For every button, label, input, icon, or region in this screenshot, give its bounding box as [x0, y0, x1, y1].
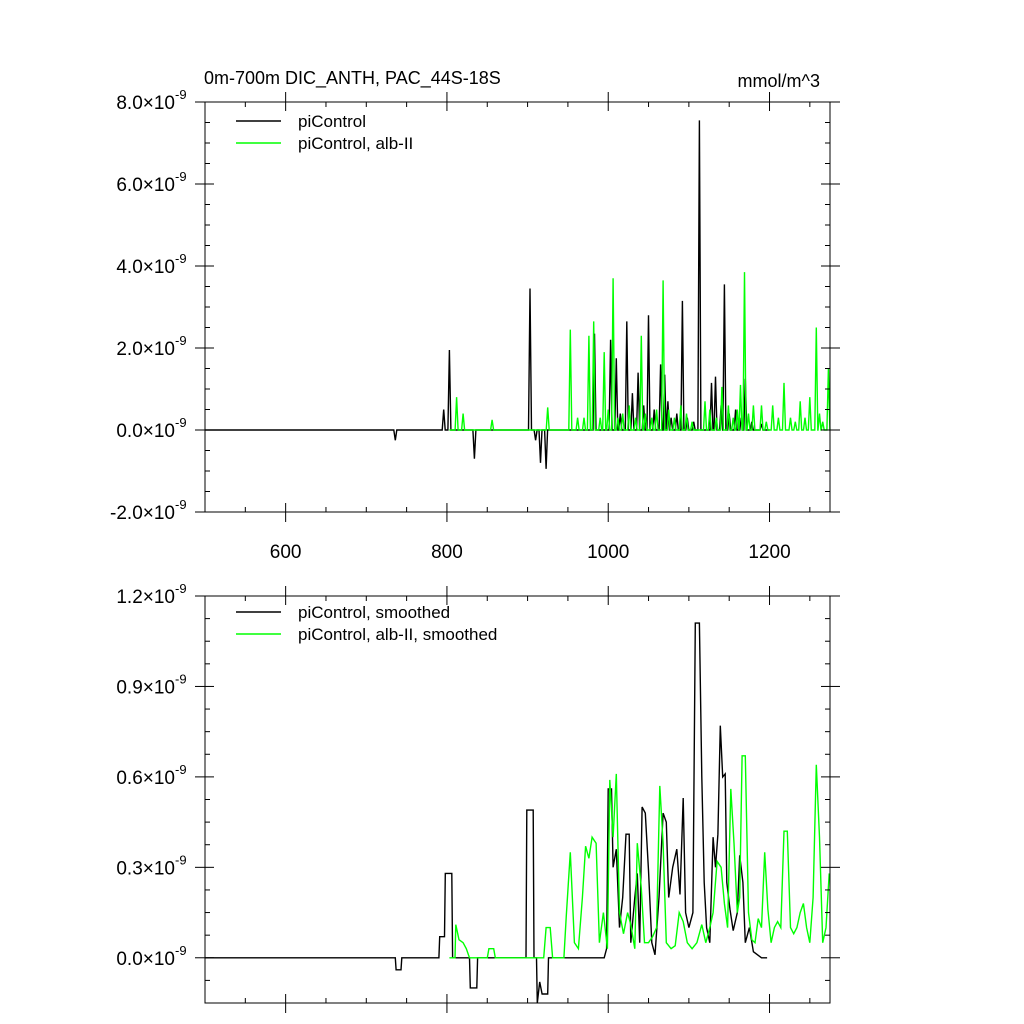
- y-tick-label: 0.9×10: [116, 677, 175, 698]
- series-line-1: [449, 755, 830, 959]
- y-tick-exponent: -9: [175, 497, 187, 512]
- plot-frame: [204, 595, 831, 1004]
- legend-label-1: piControl, alb-II: [298, 134, 413, 153]
- y-tick-exponent: -9: [175, 251, 187, 266]
- y-tick-label: 8.0×10: [116, 93, 175, 114]
- y-tick-exponent: -9: [175, 581, 187, 596]
- y-tick-label: 0.0×10: [116, 421, 175, 442]
- legend-label-1: piControl, alb-II, smoothed: [298, 625, 497, 644]
- y-tick-label: 0.3×10: [116, 858, 175, 879]
- y-tick-exponent: -9: [175, 671, 187, 686]
- y-tick-label: 1.2×10: [116, 587, 175, 608]
- y-tick-exponent: -9: [175, 943, 187, 958]
- y-tick-label: 0.0×10: [116, 949, 175, 970]
- x-tick-label: 1000: [587, 542, 629, 563]
- y-tick-exponent: -9: [175, 87, 187, 102]
- x-tick-label: 1200: [748, 542, 790, 563]
- y-tick-exponent: -9: [175, 762, 187, 777]
- legend-label-0: piControl, smoothed: [298, 603, 450, 622]
- y-tick-label: 0.6×10: [116, 768, 175, 789]
- chart-title: 0m-700m DIC_ANTH, PAC_44S-18S: [204, 68, 501, 89]
- x-tick-label: 600: [270, 542, 302, 563]
- y-tick-label: 4.0×10: [116, 257, 175, 278]
- y-tick-label: -2.0×10: [110, 503, 175, 524]
- series-line-0: [205, 120, 770, 469]
- y-tick-exponent: -9: [175, 333, 187, 348]
- x-tick-label: 800: [431, 542, 463, 563]
- y-tick-exponent: -9: [175, 852, 187, 867]
- plot-frame: [204, 101, 831, 513]
- y-tick-label: 2.0×10: [116, 339, 175, 360]
- y-tick-label: 6.0×10: [116, 175, 175, 196]
- series-line-1: [449, 272, 831, 431]
- y-tick-exponent: -9: [175, 169, 187, 184]
- legend-label-0: piControl: [298, 112, 366, 131]
- bottom-chart-panel: 0.0×10 -90.3×10 -90.6×10 -90.9×10 -91.2×10 -9…: [116, 581, 840, 1013]
- series-line-0: [205, 622, 768, 1004]
- units-label: mmol/m^3: [738, 71, 820, 91]
- y-tick-exponent: -9: [175, 415, 187, 430]
- top-chart-panel: 0m-700m DIC_ANTH, PAC_44S-18S mmol/m^3 6…: [110, 68, 840, 563]
